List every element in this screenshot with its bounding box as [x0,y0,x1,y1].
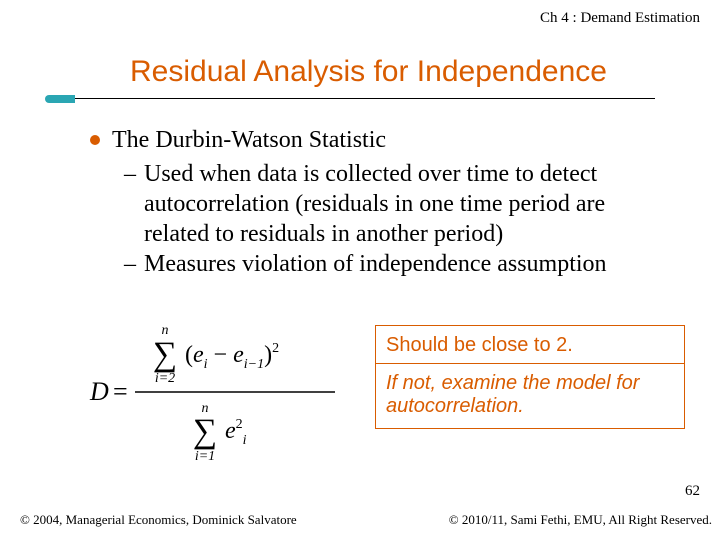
slide: Ch 4 : Demand Estimation Residual Analys… [0,0,720,540]
title-accent [45,95,75,103]
den-lower: i=1 [195,449,215,464]
footer-right: © 2010/11, Sami Fethi, EMU, All Right Re… [449,512,712,528]
slide-title: Residual Analysis for Independence [130,55,607,89]
den-term: e2i [225,417,247,448]
sub-text-1: Used when data is collected over time to… [144,159,670,249]
formula-lhs: D [89,377,109,406]
dash-icon: – [124,249,136,279]
chapter-label: Ch 4 : Demand Estimation [540,10,700,27]
body-content: The Durbin-Watson Statistic – Used when … [90,125,670,279]
dash-icon: – [124,159,136,189]
bullet-item: The Durbin-Watson Statistic [90,125,670,155]
footer-left: © 2004, Managerial Economics, Dominick S… [20,512,297,528]
num-lower: i=2 [155,371,175,386]
slide-number: 62 [685,483,700,500]
note-line-2: If not, examine the model for autocorrel… [376,364,684,428]
bullet-text: The Durbin-Watson Statistic [112,125,386,155]
sub-item: – Used when data is collected over time … [124,159,670,249]
formula-svg: D = n ∑ i=2 (ei − ei−1)2 n ∑ i=1 e2i [85,320,340,465]
sub-list: – Used when data is collected over time … [124,159,670,279]
note-box: Should be close to 2. If not, examine th… [375,325,685,429]
num-term: (ei − ei−1)2 [185,341,279,372]
title-underline [75,98,655,99]
note-line-1: Should be close to 2. [376,326,684,363]
bullet-disc-icon [90,135,100,145]
sigma-icon: ∑ [193,413,217,450]
formula-eq: = [113,377,128,406]
formula: D = n ∑ i=2 (ei − ei−1)2 n ∑ i=1 e2i [85,320,340,465]
sub-text-2: Measures violation of independence assum… [144,249,607,279]
sub-item: – Measures violation of independence ass… [124,249,670,279]
sigma-icon: ∑ [153,336,177,373]
